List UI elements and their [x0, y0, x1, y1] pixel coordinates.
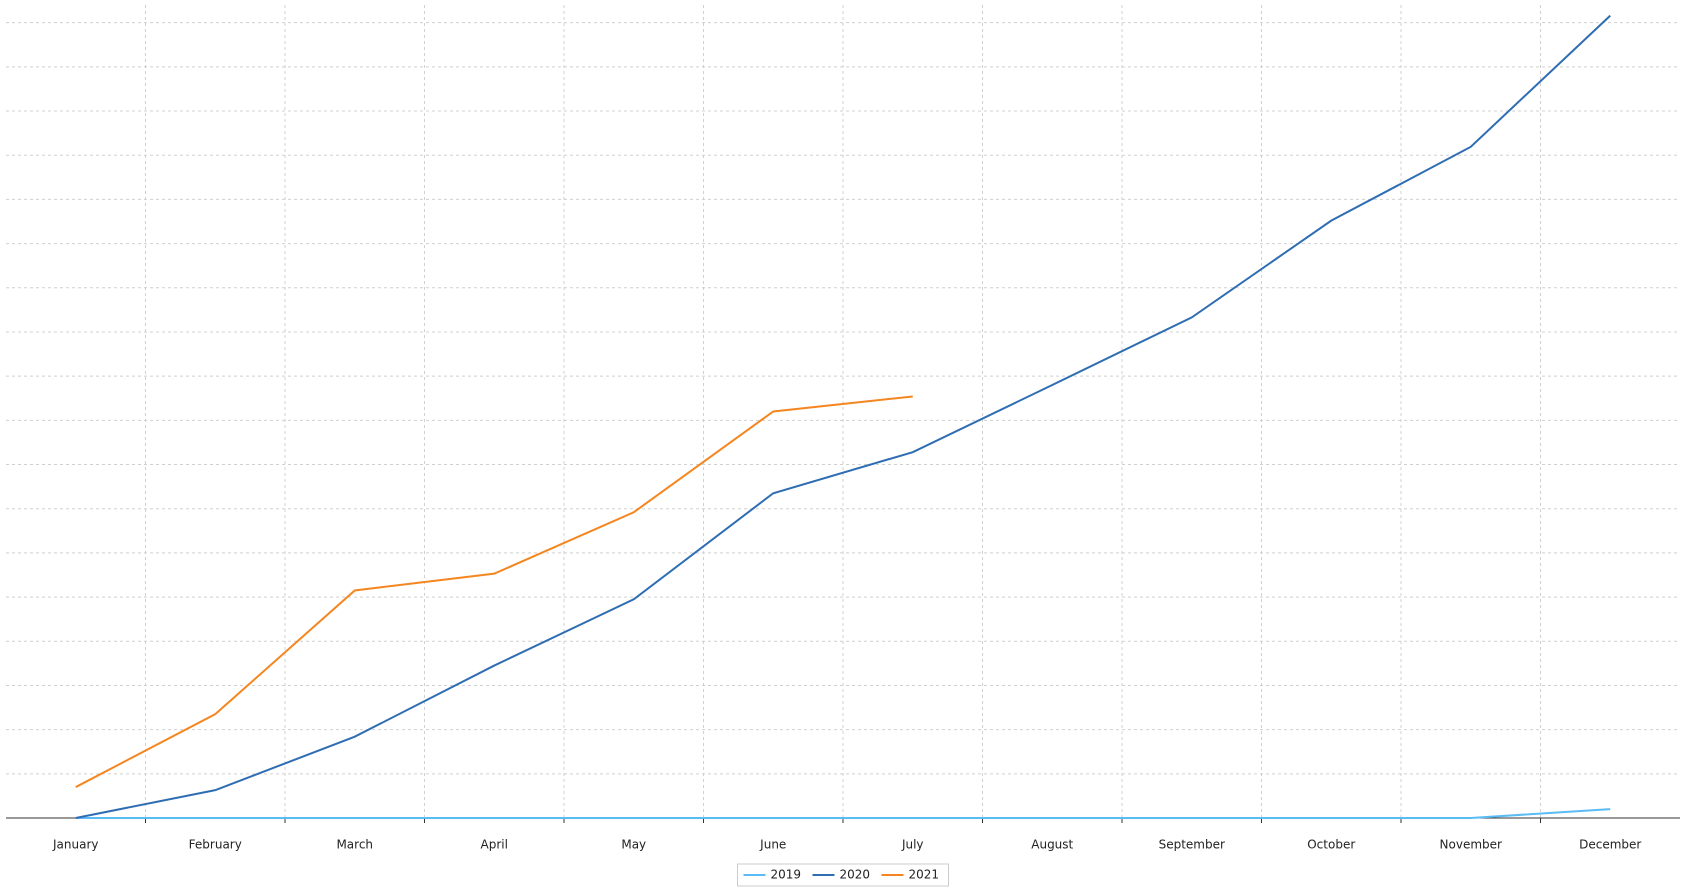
x-tick-label: January [52, 838, 99, 852]
x-tick-label: April [481, 838, 508, 852]
legend-box [737, 863, 949, 887]
legend-label: 2020 [840, 868, 871, 882]
x-tick-label: February [189, 838, 242, 852]
x-tick-label: March [336, 838, 373, 852]
x-tick-label: May [621, 838, 646, 852]
series-line [75, 808, 1611, 819]
x-tick-label: August [1031, 838, 1073, 852]
series-line [75, 14, 1611, 819]
x-tick-label: July [901, 838, 924, 852]
x-tick-label: December [1579, 838, 1641, 852]
x-tick-label: September [1159, 838, 1225, 852]
series-line [75, 395, 913, 788]
x-tick-label: November [1440, 838, 1502, 852]
x-tick-label: June [759, 838, 786, 852]
legend-label: 2021 [909, 868, 940, 882]
x-tick-label: October [1307, 838, 1355, 852]
legend-label: 2019 [771, 868, 802, 882]
